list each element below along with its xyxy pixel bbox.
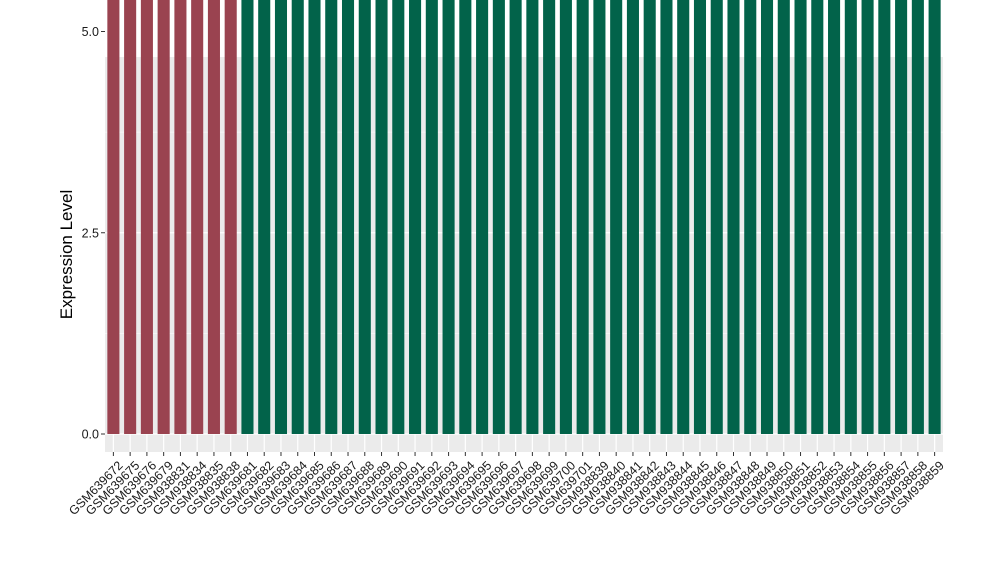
y-tick-label: 0.0 bbox=[82, 428, 99, 442]
bar-GSM938840 bbox=[610, 0, 623, 435]
bar-GSM639696 bbox=[492, 0, 505, 434]
y-tick-label: 2.5 bbox=[82, 226, 99, 240]
bar-GSM639686 bbox=[325, 0, 338, 435]
bar-GSM639690 bbox=[392, 0, 405, 434]
bar-GSM639692 bbox=[425, 0, 438, 435]
bar-GSM938845 bbox=[693, 0, 707, 435]
bar-GSM639697 bbox=[509, 0, 522, 435]
bars-group bbox=[107, 0, 941, 435]
bar-GSM938834 bbox=[191, 0, 204, 435]
bar-GSM938831 bbox=[174, 0, 187, 435]
bar-GSM639679 bbox=[157, 0, 170, 434]
bar-GSM639682 bbox=[258, 0, 271, 435]
bar-GSM639701 bbox=[576, 0, 589, 434]
bar-GSM639676 bbox=[140, 0, 153, 434]
bar-GSM938846 bbox=[710, 0, 723, 435]
bar-GSM639689 bbox=[375, 0, 388, 434]
bar-GSM938849 bbox=[760, 0, 774, 434]
bar-GSM639694 bbox=[459, 0, 472, 435]
bar-GSM938858 bbox=[911, 0, 924, 435]
bar-GSM938854 bbox=[844, 0, 857, 434]
bar-GSM938838 bbox=[224, 0, 237, 434]
bar-GSM938850 bbox=[777, 0, 790, 435]
bar-GSM938839 bbox=[593, 0, 606, 434]
bar-GSM938842 bbox=[643, 0, 656, 435]
y-axis: 0.02.55.07.5 bbox=[82, 25, 105, 442]
bar-GSM639687 bbox=[341, 0, 355, 435]
bar-GSM938835 bbox=[207, 0, 220, 434]
bar-GSM938848 bbox=[744, 0, 757, 434]
bar-GSM639698 bbox=[526, 0, 539, 434]
bar-GSM639672 bbox=[107, 0, 120, 435]
bar-GSM938852 bbox=[811, 0, 824, 435]
bar-GSM639684 bbox=[291, 0, 304, 435]
bar-GSM639695 bbox=[476, 0, 489, 435]
bar-GSM938844 bbox=[677, 0, 690, 435]
bar-GSM938855 bbox=[861, 0, 874, 435]
bar-GSM938851 bbox=[794, 0, 807, 434]
bar-GSM639685 bbox=[308, 0, 321, 434]
bar-GSM938856 bbox=[878, 0, 891, 434]
bar-GSM938857 bbox=[895, 0, 908, 434]
bar-GSM938859 bbox=[928, 0, 941, 434]
bar-GSM938847 bbox=[727, 0, 740, 434]
bar-GSM639699 bbox=[543, 0, 556, 434]
bar-GSM639693 bbox=[442, 0, 455, 434]
bar-GSM938853 bbox=[828, 0, 841, 435]
bar-GSM938843 bbox=[660, 0, 673, 434]
bar-GSM639675 bbox=[124, 0, 137, 435]
x-axis: GSM639672GSM639675GSM639676GSM639679GSM9… bbox=[66, 452, 947, 518]
bar-GSM938841 bbox=[626, 0, 639, 434]
y-tick-label: 5.0 bbox=[82, 25, 99, 39]
bar-GSM639681 bbox=[241, 0, 254, 434]
bar-GSM639691 bbox=[409, 0, 422, 434]
bar-GSM639688 bbox=[358, 0, 371, 435]
bar-GSM639683 bbox=[274, 0, 288, 434]
bar-GSM639700 bbox=[559, 0, 572, 435]
y-axis-title: Expression Level bbox=[57, 190, 76, 319]
